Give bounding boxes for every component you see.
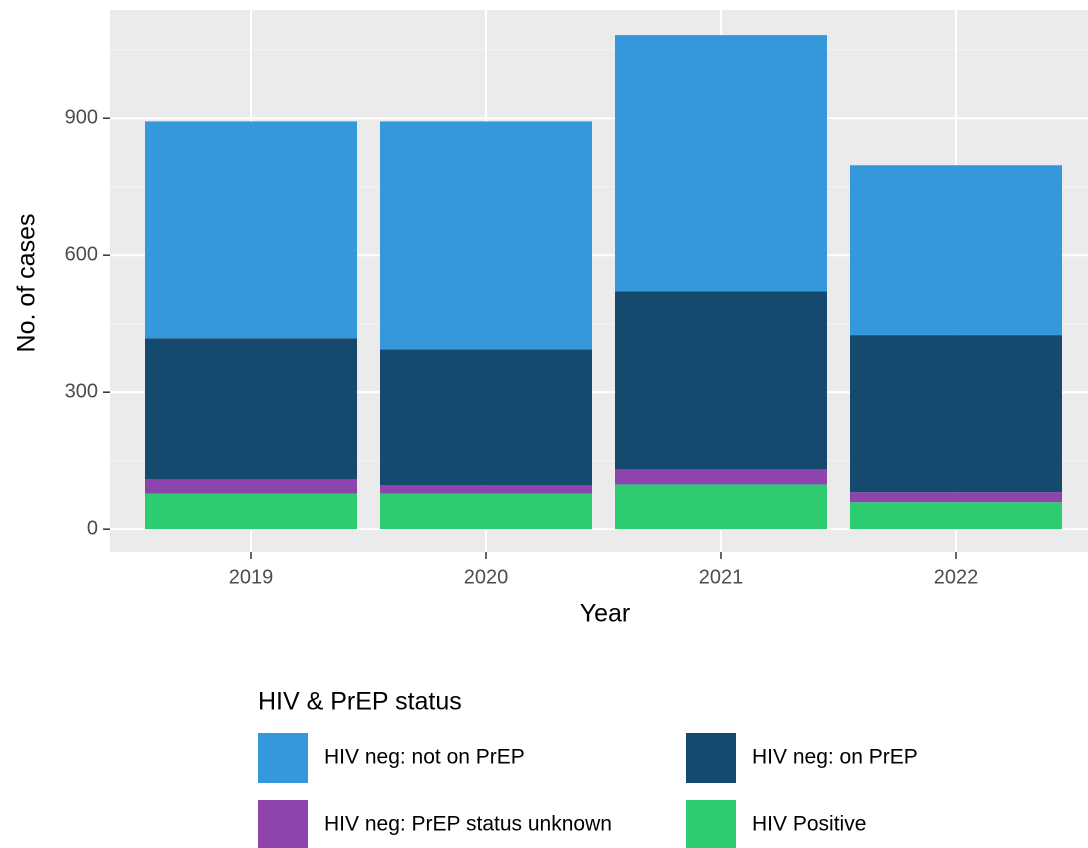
x-axis-title: Year	[580, 600, 631, 628]
bar-segment	[145, 493, 357, 530]
bar-segment	[615, 469, 827, 485]
bar-segment	[145, 479, 357, 494]
bar-segment	[850, 502, 1062, 530]
bar-segment	[615, 291, 827, 470]
legend-label: HIV neg: not on PrEP	[324, 746, 525, 769]
legend-key	[258, 800, 308, 848]
legend-label: HIV neg: on PrEP	[752, 746, 918, 769]
bar-segment	[615, 35, 827, 292]
y-tick-label: 600	[65, 243, 98, 265]
bar-segment	[850, 335, 1062, 493]
bar-segment	[380, 493, 592, 530]
legend-label: HIV neg: PrEP status unknown	[324, 813, 612, 836]
bar-segment	[380, 485, 592, 494]
x-tick-label: 2019	[229, 566, 274, 588]
x-tick-label: 2022	[934, 566, 979, 588]
bar-segment	[850, 492, 1062, 503]
legend-key	[686, 733, 736, 783]
bar-segment	[615, 484, 827, 530]
legend-label: HIV Positive	[752, 813, 866, 836]
bar-segment	[380, 121, 592, 350]
bar-segment	[145, 121, 357, 339]
bar-segment	[850, 165, 1062, 336]
x-tick-label: 2021	[699, 566, 744, 588]
bar-segment	[145, 338, 357, 480]
y-tick-label: 900	[65, 106, 98, 128]
y-axis-title: No. of cases	[13, 214, 41, 353]
legend-key	[686, 800, 736, 848]
bar-segment	[380, 349, 592, 486]
legend-key	[258, 733, 308, 783]
x-tick-label: 2020	[464, 566, 509, 588]
bars	[145, 35, 1062, 530]
legend-title: HIV & PrEP status	[258, 688, 462, 716]
y-tick-label: 300	[65, 380, 98, 402]
y-tick-label: 0	[87, 517, 98, 539]
